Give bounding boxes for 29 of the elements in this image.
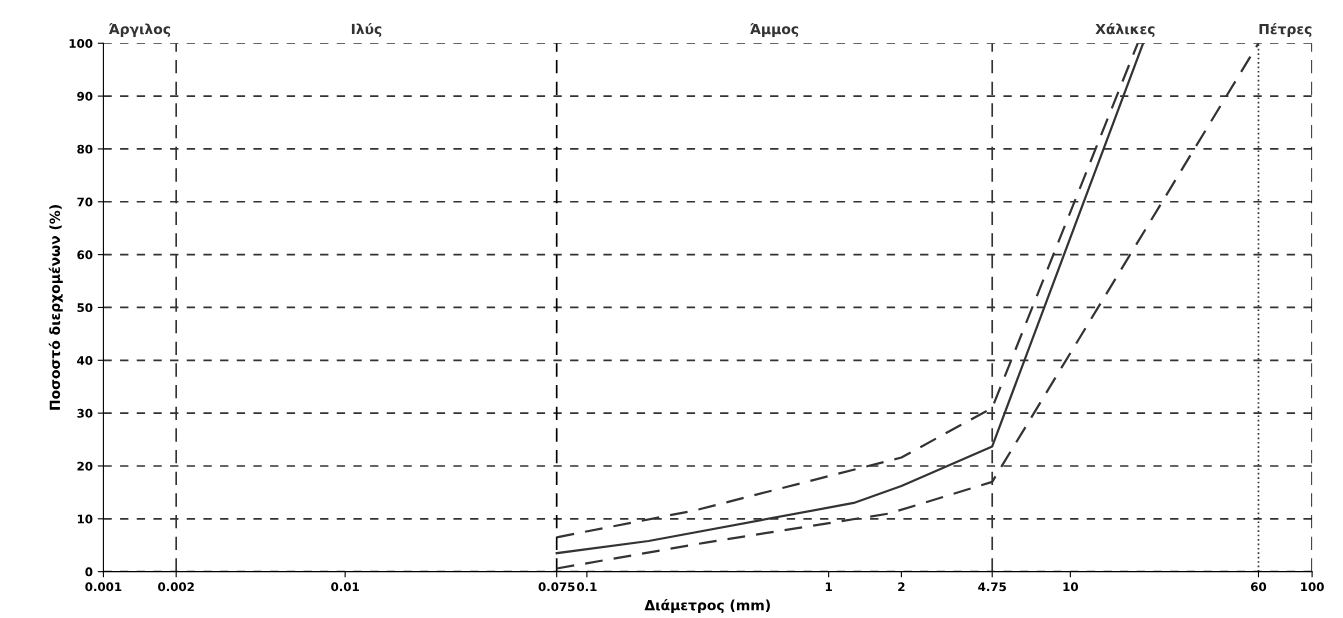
y-tick-label: 70	[77, 197, 93, 207]
x-tick-label: 10	[1063, 582, 1079, 592]
y-tick-label: 100	[69, 38, 93, 48]
x-tick-label: 1	[825, 582, 832, 592]
y-axis-title: Ποσοστό διερχομένων (%)	[48, 205, 63, 410]
x-tick-label: 100	[1301, 582, 1324, 592]
y-tick-label: 30	[77, 408, 93, 418]
x-tick-label: 0.002	[158, 582, 194, 592]
text: Άμμος	[750, 22, 799, 37]
y-tick-label: 20	[77, 461, 93, 471]
y-tick-label: 50	[77, 303, 93, 313]
x-tick-label: 0.075	[538, 582, 575, 592]
y-tick-label: 0	[85, 567, 93, 577]
y-tick-label: 90	[77, 91, 93, 101]
x-tick-label: 60	[1251, 582, 1267, 592]
y-tick-label: 40	[77, 356, 93, 365]
x-tick-label: 2	[898, 582, 905, 592]
y-tick-label: 60	[77, 250, 93, 260]
x-tick-label: 4.75	[978, 582, 1006, 592]
x-tick-label: 0.001	[85, 582, 122, 592]
text: Χάλικες	[1095, 22, 1155, 37]
text: Άργιλος	[108, 22, 171, 37]
text: Ιλύς	[351, 22, 382, 37]
y-tick-label: 10	[77, 514, 93, 524]
x-axis-title: Διάμετρος (mm)	[644, 599, 770, 614]
y-tick-label: 80	[77, 144, 93, 154]
x-tick-label: 0.1	[577, 582, 597, 592]
text: Πέτρες	[1259, 22, 1312, 37]
x-tick-label: 0.01	[331, 582, 359, 592]
